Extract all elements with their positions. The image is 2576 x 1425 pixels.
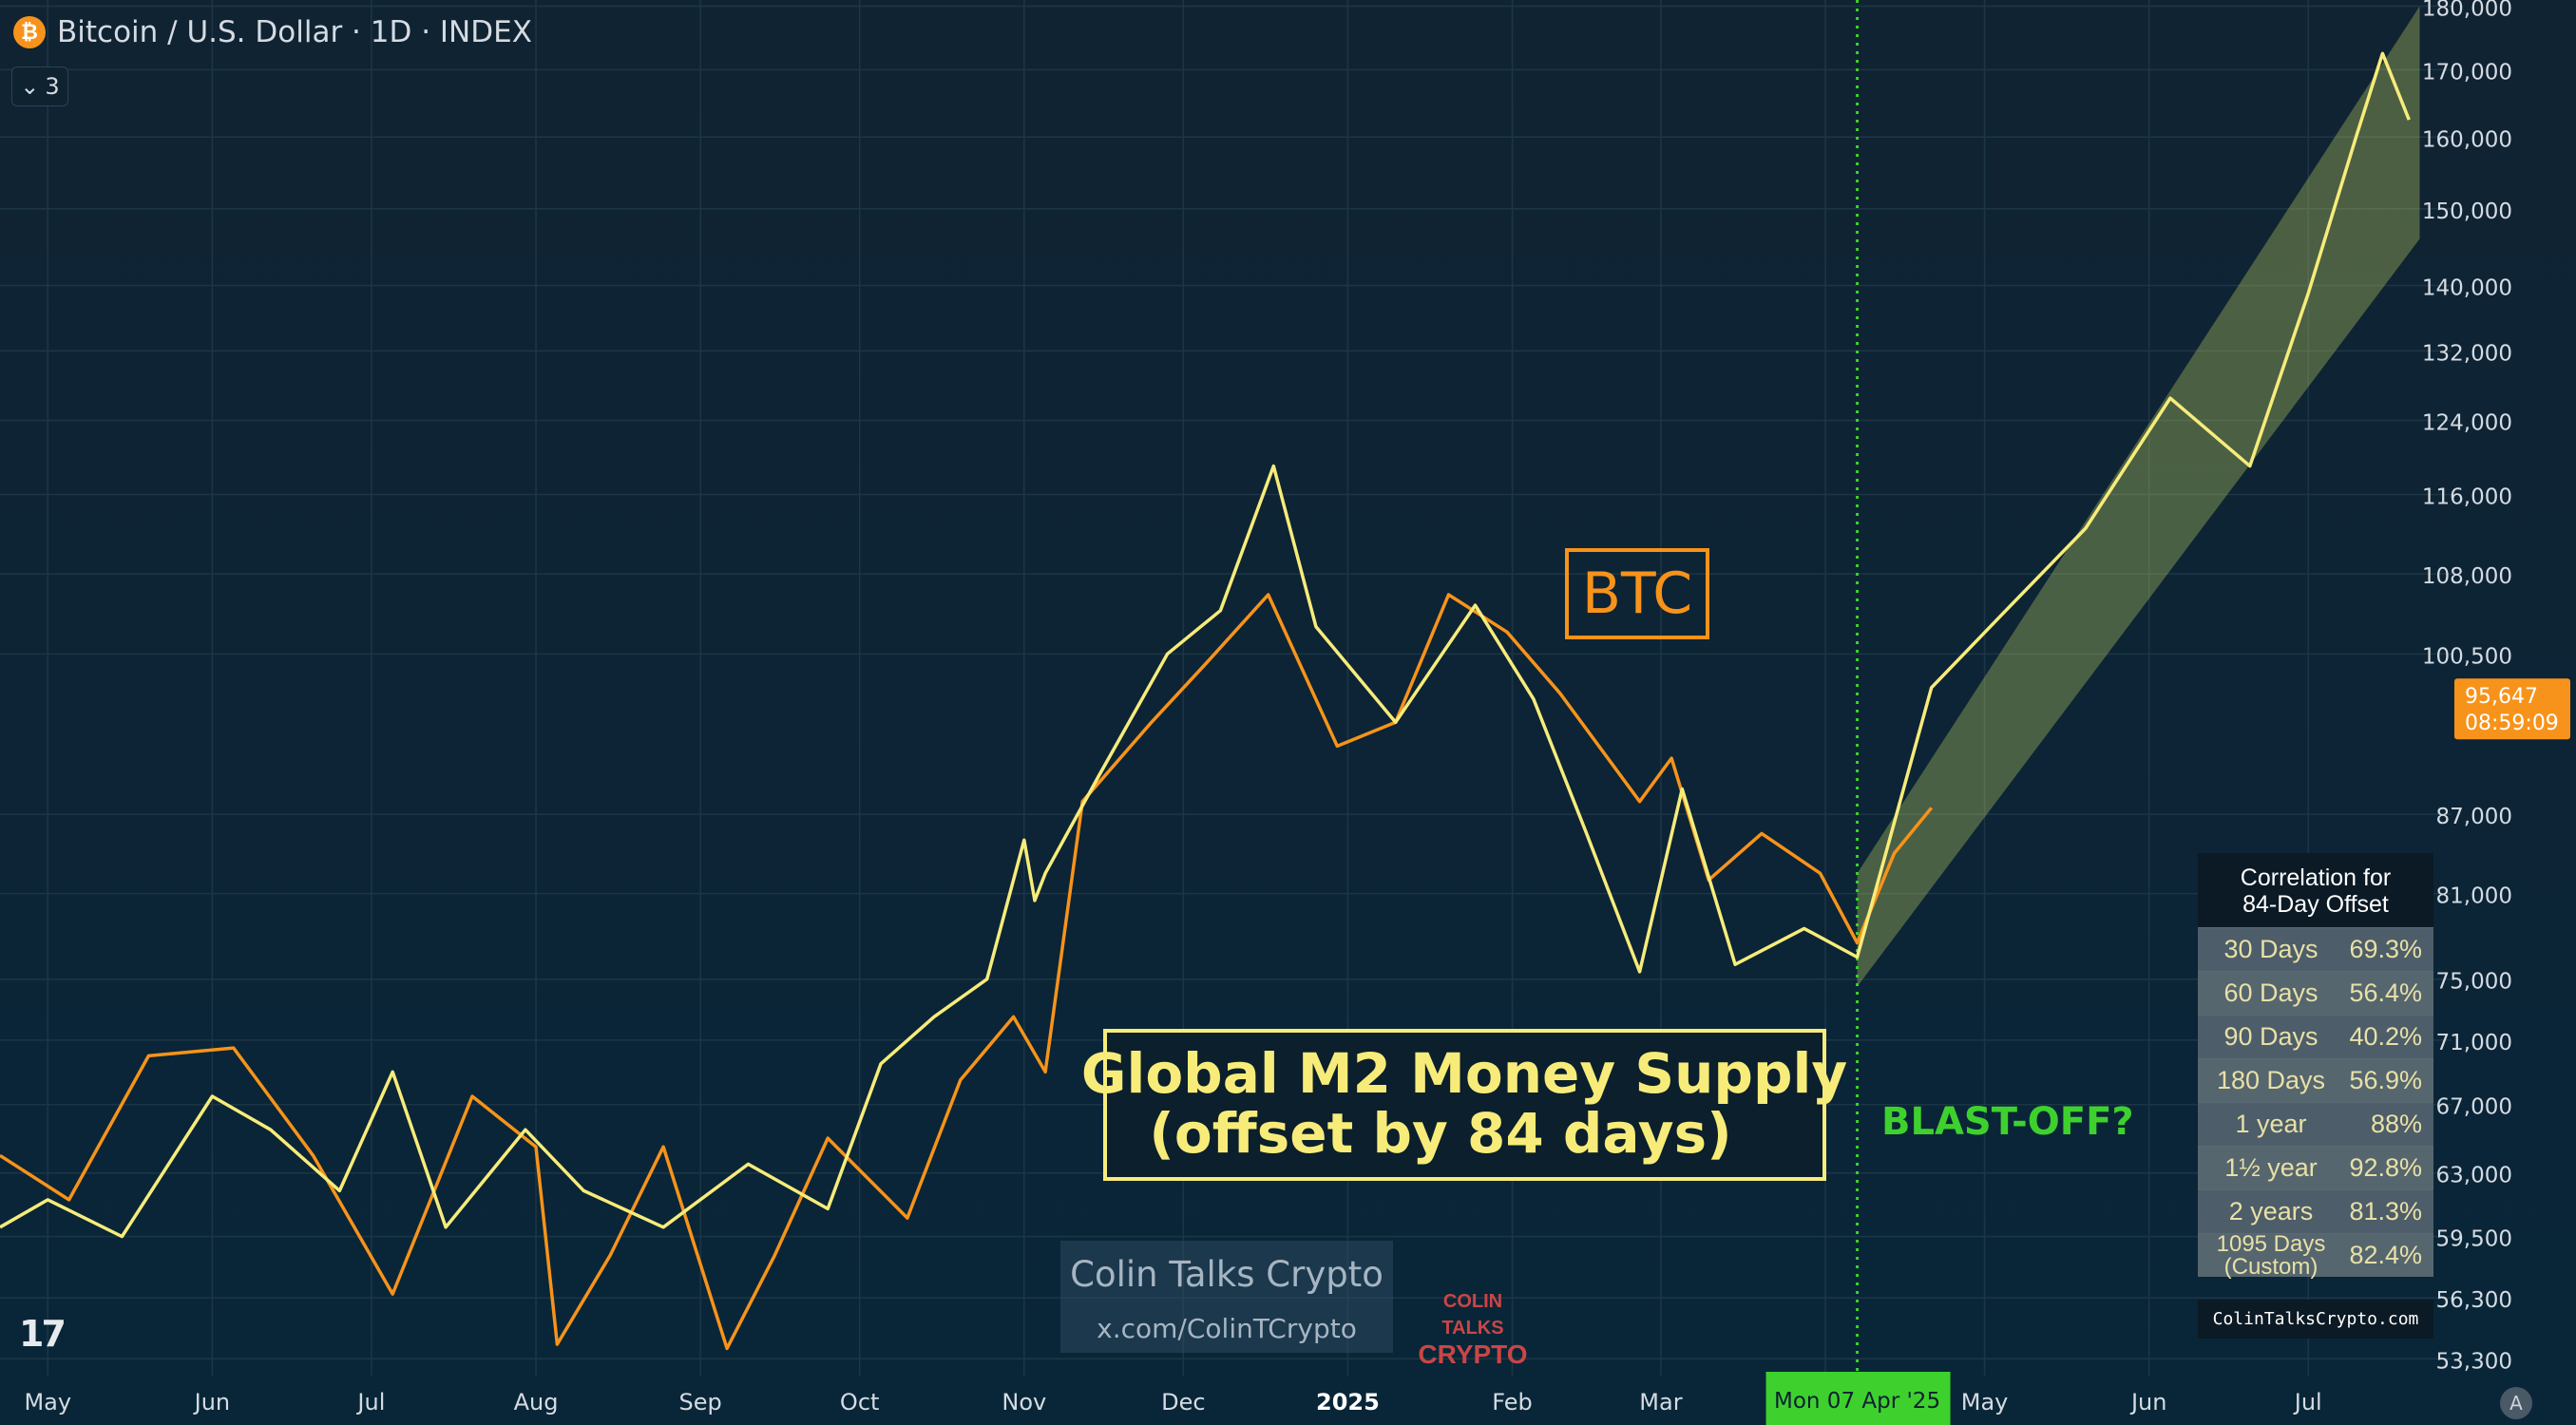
projection-channel	[1857, 6, 2420, 987]
x-tick-label: May	[24, 1389, 71, 1416]
y-tick-label: 108,000	[2422, 564, 2512, 589]
correlation-value: 92.8%	[2349, 1153, 2422, 1182]
y-tick-label: 63,000	[2436, 1164, 2512, 1188]
correlation-period: 180 Days	[2216, 1066, 2326, 1094]
correlation-row: 2 years 81.3%	[2198, 1189, 2433, 1233]
correlation-period: 1 year	[2235, 1110, 2307, 1138]
crosshair-date-tag	[1765, 1372, 1951, 1425]
x-tick-label: Nov	[1002, 1389, 1046, 1416]
correlation-value: 82.4%	[2349, 1241, 2422, 1269]
y-tick-label: 67,000	[2436, 1095, 2512, 1120]
x-tick-label: 2025	[1316, 1389, 1380, 1416]
correlation-period: 60 Days	[2223, 978, 2318, 1007]
symbol-header[interactable]: ₿ Bitcoin / U.S. Dollar · 1D · INDEX	[13, 15, 532, 49]
correlation-row: 180 Days 56.9%	[2198, 1058, 2433, 1102]
m2-label-box	[1103, 1029, 1826, 1181]
indicators-collapse-button[interactable]: ⌄ 3	[11, 66, 68, 106]
watermark: Colin Talks Crypto x.com/ColinTCrypto	[1060, 1241, 1393, 1353]
y-tick-label: 71,000	[2436, 1031, 2512, 1055]
y-axis[interactable]: 180,000 170,000 160,000 150,000 140,000 132,0…	[2422, 0, 2570, 1374]
correlation-title: Correlation for 84-Day Offset	[2198, 853, 2433, 927]
y-tick-label: 140,000	[2422, 276, 2512, 301]
x-tick-label: Jun	[2129, 1389, 2167, 1416]
correlation-row: 1095 Days (Custom) 82.4%	[2198, 1230, 2433, 1280]
y-tick-label: 180,000	[2422, 0, 2512, 21]
bull-icon: COLIN TALKS CRYPTO	[1418, 1291, 1528, 1369]
x-tick-label: Sep	[679, 1389, 722, 1416]
correlation-row: 60 Days 56.4%	[2198, 971, 2433, 1015]
m2-line	[0, 51, 2411, 1239]
series-lines	[0, 51, 2411, 1351]
correlation-row: 1½ year 92.8%	[2198, 1146, 2433, 1189]
correlation-value: 40.2%	[2349, 1022, 2422, 1051]
blastoff-label: BLAST-OFF?	[1881, 1100, 2134, 1144]
last-price-tag	[2454, 678, 2570, 740]
indicator-count: 3	[45, 73, 60, 100]
correlation-table: Correlation for 84-Day Offset 30 Days 69.…	[2198, 853, 2433, 1280]
y-tick-label: 150,000	[2422, 200, 2512, 224]
m2-label-line1: Global M2 Money Supply	[1081, 1041, 1847, 1106]
y-tick-label: 81,000	[2436, 884, 2512, 909]
y-tick-label: 100,500	[2422, 644, 2512, 669]
correlation-period: 1095 Days (Custom)	[2216, 1230, 2326, 1280]
btc-line	[0, 593, 1934, 1351]
correlation-row: 1 year 88%	[2198, 1102, 2433, 1146]
correlation-row: 90 Days 40.2%	[2198, 1015, 2433, 1058]
correlation-value: 56.4%	[2349, 978, 2422, 1007]
correlation-row: 30 Days 69.3%	[2198, 927, 2433, 971]
crosshair-date-label: Mon 07 Apr '25	[1774, 1389, 1940, 1414]
x-axis[interactable]: May Jun Jul Aug Sep Oct Nov Dec 2025 Feb Mar May Jun…	[24, 1372, 2322, 1425]
auto-scale-button[interactable]: A	[2500, 1387, 2532, 1419]
correlation-period: 30 Days	[2223, 935, 2318, 963]
correlation-period: 90 Days	[2223, 1022, 2318, 1051]
website-label: ColinTalksCrypto.com	[2198, 1300, 2433, 1339]
last-price-label: 95,647	[2465, 685, 2538, 709]
x-tick-label: Jul	[2293, 1389, 2322, 1416]
y-tick-label: 56,300	[2436, 1288, 2512, 1313]
y-tick-label: 87,000	[2436, 805, 2512, 829]
channel-fill	[1857, 6, 2420, 987]
m2-label-line2: (offset by 84 days)	[1149, 1101, 1731, 1166]
annotations: BTC Global M2 Money Supply(offset by 84 d…	[1081, 548, 2134, 1181]
symbol-title: Bitcoin / U.S. Dollar · 1D · INDEX	[57, 15, 532, 49]
y-tick-label: 124,000	[2422, 410, 2512, 435]
x-tick-label: Oct	[840, 1389, 880, 1416]
x-tick-label: Feb	[1492, 1389, 1533, 1416]
chevron-down-icon: ⌄	[20, 73, 40, 100]
correlation-value: 56.9%	[2349, 1066, 2422, 1094]
y-tick-label: 170,000	[2422, 60, 2512, 85]
btc-label-box	[1565, 548, 1709, 639]
x-tick-label: Jun	[193, 1389, 231, 1416]
x-tick-label: May	[1961, 1389, 2009, 1416]
correlation-value: 69.3%	[2349, 935, 2422, 963]
x-tick-label: Dec	[1161, 1389, 1205, 1416]
correlation-period: 2 years	[2228, 1197, 2314, 1226]
watermark-name: Colin Talks Crypto	[1070, 1254, 1383, 1295]
correlation-period: 1½ year	[2224, 1153, 2318, 1182]
correlation-value: 88%	[2370, 1110, 2422, 1138]
y-tick-label: 53,300	[2436, 1349, 2512, 1374]
y-tick-label: 116,000	[2422, 485, 2512, 510]
y-tick-label: 160,000	[2422, 127, 2512, 152]
x-tick-label: Jul	[355, 1389, 385, 1416]
y-tick-label: 75,000	[2436, 970, 2512, 995]
btc-label: BTC	[1582, 560, 1692, 627]
watermark-handle: x.com/ColinTCrypto	[1097, 1313, 1357, 1344]
y-tick-label: 132,000	[2422, 341, 2512, 366]
y-tick-label: 59,500	[2436, 1227, 2512, 1252]
countdown-label: 08:59:09	[2465, 712, 2559, 735]
x-tick-label: Aug	[514, 1389, 559, 1416]
tradingview-logo[interactable]: 17	[19, 1313, 67, 1355]
bitcoin-icon: ₿	[13, 16, 46, 48]
correlation-value: 81.3%	[2349, 1197, 2422, 1226]
x-tick-label: Mar	[1639, 1389, 1682, 1416]
